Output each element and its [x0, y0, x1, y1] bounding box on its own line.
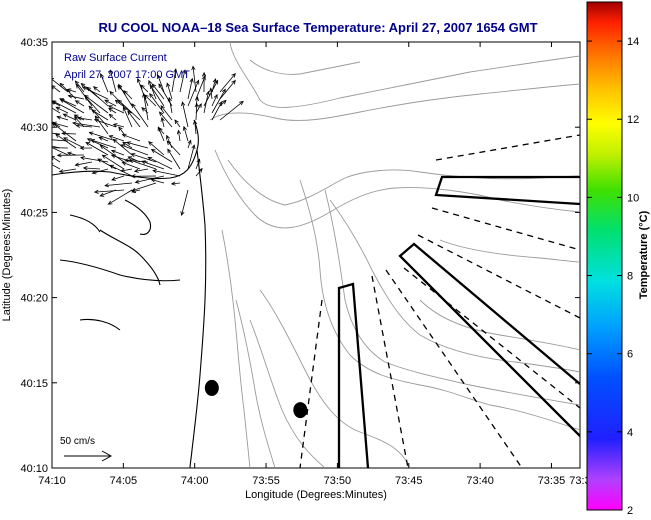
current-vector-head	[41, 138, 45, 142]
current-vector-head	[46, 104, 50, 107]
x-tick-label: 74:00	[181, 475, 209, 487]
marker-dot	[205, 380, 219, 396]
colorbar-tick-label: 4	[627, 427, 633, 439]
colorbar-tick-label: 6	[627, 349, 633, 361]
annotation-title: Raw Surface Current	[64, 52, 167, 64]
colorbar	[587, 2, 622, 510]
current-vector-head	[47, 146, 51, 150]
current-vector-head	[48, 146, 52, 149]
y-tick-label: 40:25	[20, 207, 48, 219]
y-tick-label: 40:35	[20, 37, 48, 49]
scale-label: 50 cm/s	[60, 436, 95, 447]
x-tick-label: 73:50	[324, 475, 352, 487]
x-tick-label: 73:35	[538, 475, 566, 487]
y-tick-label: 40:30	[20, 122, 48, 134]
annotation-time: April 27, 2007 17:00 GMT	[64, 69, 190, 81]
colorbar-tick-label: 12	[627, 114, 639, 126]
colorbar-label: Temperature (°C)	[638, 210, 650, 299]
x-tick-label: 73:45	[395, 475, 423, 487]
x-tick-label: 74:05	[110, 475, 138, 487]
y-tick-label: 40:20	[20, 293, 48, 305]
x-tick-label: 73:55	[252, 475, 280, 487]
marker-dot	[293, 402, 307, 418]
y-axis-label: Latitude (Degrees:Minutes)	[1, 189, 13, 322]
x-tick-label: 73:40	[466, 475, 494, 487]
colorbar-tick-label: 2	[627, 505, 633, 515]
chart-title: RU COOL NOAA–18 Sea Surface Temperature:…	[98, 20, 537, 35]
plot-area	[52, 42, 580, 468]
x-axis-label: Longitude (Degrees:Minutes)	[245, 489, 387, 501]
y-tick-label: 40:15	[20, 378, 48, 390]
colorbar-tick-label: 14	[627, 36, 639, 48]
y-tick-label: 40:10	[20, 463, 48, 475]
colorbar-tick-label: 10	[627, 192, 639, 204]
x-tick-label: 74:10	[38, 475, 66, 487]
colorbar-tick-label: 8	[627, 271, 633, 283]
